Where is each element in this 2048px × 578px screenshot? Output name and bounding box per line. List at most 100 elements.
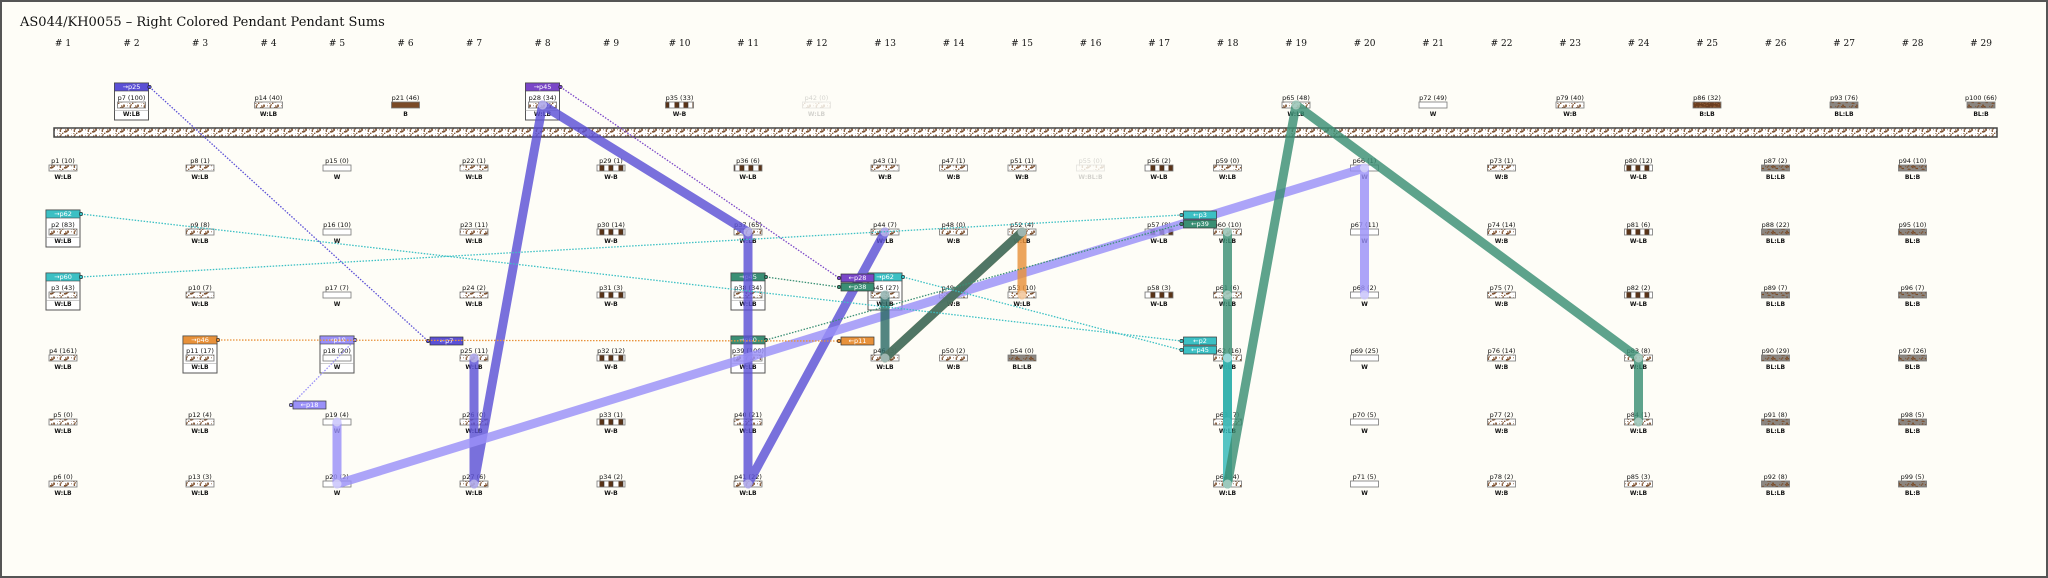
pendant-p80[interactable]: p80 (12) W-LB	[1624, 157, 1653, 181]
pendant-p98[interactable]: p98 (5) BL:B	[1898, 411, 1927, 435]
pendant-label: p9 (8)	[190, 221, 210, 229]
pendant-p2[interactable]: →p62 p2 (83) W:LB	[45, 209, 84, 248]
pendant-p35[interactable]: p35 (33) W-B	[665, 94, 694, 118]
pendant-label: p80 (12)	[1625, 157, 1653, 165]
pendant-p86[interactable]: p86 (32) B:LB	[1692, 94, 1722, 118]
pendant-p14[interactable]: p14 (40) W:LB	[254, 94, 283, 118]
pendant-p50[interactable]: p50 (2) W:B	[939, 347, 968, 371]
link-anchor-icon	[836, 338, 841, 343]
pendant-p30[interactable]: p30 (14) W-B	[596, 221, 626, 245]
pendant-p47[interactable]: p47 (1) W:B	[939, 157, 968, 181]
column-header: # 19	[1285, 39, 1307, 49]
pendant-p8[interactable]: p8 (1) W:LB	[185, 157, 215, 181]
pendant-p88[interactable]: p88 (22) BL:LB	[1761, 221, 1790, 245]
pendant-p29[interactable]: p29 (1) W-B	[596, 157, 626, 181]
pendant-p74[interactable]: p74 (14) W:B	[1487, 221, 1516, 245]
pendant-p89[interactable]: p89 (7) BL:LB	[1761, 284, 1790, 308]
pendant-p32[interactable]: p32 (12) W-B	[596, 347, 626, 371]
pendant-p69[interactable]: p69 (25) W	[1350, 347, 1379, 371]
pendant-p73[interactable]: p73 (1) W:B	[1487, 157, 1516, 181]
pendant-p31[interactable]: p31 (3) W-B	[596, 284, 626, 308]
pendant-p79[interactable]: p79 (40) W:B	[1555, 94, 1585, 118]
pendant-p55[interactable]: p55 (0) W:BL:B	[1076, 157, 1105, 181]
pendant-p33[interactable]: p33 (1) W-B	[596, 411, 626, 435]
pendant-p100[interactable]: p100 (66) BL:B	[1965, 94, 1997, 118]
pendant-p72[interactable]: p72 (49) W	[1418, 94, 1448, 118]
pendant-p81[interactable]: p81 (6) W-LB	[1624, 221, 1653, 245]
pendant-color-bar	[1487, 291, 1516, 299]
pendant-p7[interactable]: →p25 p7 (100) W:LB	[114, 82, 152, 121]
pendant-color-bar	[596, 291, 626, 299]
pendant-label: p90 (29)	[1762, 347, 1790, 355]
column-header: # 3	[192, 39, 208, 49]
pendant-p4[interactable]: p4 (161) W:LB	[48, 347, 78, 371]
pendant-p15[interactable]: p15 (0) W	[322, 157, 352, 181]
pendant-p59[interactable]: p59 (0) W:LB	[1213, 157, 1242, 181]
pendant-color-code: W-B	[604, 174, 618, 181]
pendant-p42[interactable]: p42 (0) W:LB	[802, 94, 831, 118]
pendant-p9[interactable]: p9 (8) W:LB	[185, 221, 215, 245]
pendant-p6[interactable]: p6 (0) W:LB	[48, 473, 78, 497]
pendant-p97[interactable]: p97 (26) BL:B	[1898, 347, 1927, 371]
pendant-color-code: W:LB	[465, 238, 483, 245]
pendant-p75[interactable]: p75 (7) W:B	[1487, 284, 1516, 308]
pendant-p77[interactable]: p77 (2) W:B	[1487, 411, 1516, 435]
pendant-p95[interactable]: p95 (10) BL:B	[1898, 221, 1927, 245]
pendant-p96[interactable]: p96 (7) BL:B	[1898, 284, 1927, 308]
pendant-label: p76 (14)	[1488, 347, 1516, 355]
pendant-p93[interactable]: p93 (76) BL:LB	[1829, 94, 1859, 118]
sum-path-node	[743, 479, 753, 489]
pendant-p90[interactable]: p90 (29) BL:LB	[1761, 347, 1790, 371]
pendant-color-code: BL:B	[1905, 301, 1921, 308]
pendant-p54[interactable]: p54 (0) BL:LB	[1007, 347, 1037, 371]
pendant-p17[interactable]: p17 (7) W	[322, 284, 352, 308]
pendant-p56[interactable]: p56 (2) W-LB	[1144, 157, 1174, 181]
pendant-p11[interactable]: →p46 p11 (17) W:LB	[182, 335, 221, 374]
pendant-color-code: W:LB	[54, 238, 72, 245]
pendant-p3[interactable]: →p60 p3 (43) W:LB	[45, 272, 84, 311]
pendant-p16[interactable]: p16 (10) W	[322, 221, 352, 245]
pendant-color-bar	[185, 291, 215, 299]
pendant-p13[interactable]: p13 (3) W:LB	[185, 473, 215, 497]
outgoing-link-label: →p46	[191, 336, 209, 344]
pendant-p91[interactable]: p91 (8) BL:LB	[1761, 411, 1790, 435]
pendant-p82[interactable]: p82 (2) W-LB	[1624, 284, 1653, 308]
pendant-p36[interactable]: p36 (6) W-LB	[733, 157, 763, 181]
pendant-p71[interactable]: p71 (5) W	[1350, 473, 1379, 497]
pendant-p70[interactable]: p70 (5) W	[1350, 411, 1379, 435]
pendant-p43[interactable]: p43 (1) W:B	[870, 157, 900, 181]
pendant-p92[interactable]: p92 (8) BL:LB	[1761, 473, 1790, 497]
pendant-p21[interactable]: p21 (46) B	[391, 94, 420, 118]
pendant-p99[interactable]: p99 (5) BL:B	[1898, 473, 1927, 497]
pendant-p94[interactable]: p94 (10) BL:B	[1898, 157, 1927, 181]
pendant-p85[interactable]: p85 (3) W:LB	[1624, 473, 1653, 497]
pendant-p22[interactable]: p22 (1) W:LB	[459, 157, 489, 181]
pendant-p48[interactable]: p48 (0) W:B	[939, 221, 968, 245]
pendant-label: p36 (6)	[736, 157, 760, 165]
pendant-p51[interactable]: p51 (1) W:B	[1007, 157, 1037, 181]
column-header: # 12	[806, 39, 828, 49]
pendant-p78[interactable]: p78 (2) W:B	[1487, 473, 1516, 497]
pendant-label: p25 (11)	[460, 347, 488, 355]
pendant-label: p71 (5)	[1353, 473, 1377, 481]
sum-path-node	[1017, 227, 1027, 237]
pendant-p12[interactable]: p12 (4) W:LB	[185, 411, 215, 435]
pendant-label: p73 (1)	[1490, 157, 1514, 165]
pendant-p58[interactable]: p58 (3) W-LB	[1144, 284, 1174, 308]
pendant-p34[interactable]: p34 (2) W-B	[596, 473, 626, 497]
column-header: # 28	[1902, 39, 1924, 49]
pendant-p23[interactable]: p23 (11) W:LB	[459, 221, 489, 245]
pendant-color-code: W:B	[1495, 238, 1509, 245]
pendant-p24[interactable]: p24 (2) W:LB	[459, 284, 489, 308]
pendant-color-bar	[1007, 354, 1037, 362]
pendant-p10[interactable]: p10 (7) W:LB	[185, 284, 215, 308]
pendant-p18[interactable]: →p19 p18 (20) W	[319, 335, 357, 374]
pendant-p76[interactable]: p76 (14) W:B	[1487, 347, 1516, 371]
column-header: # 14	[943, 39, 965, 49]
column-header: # 5	[329, 39, 345, 49]
pendant-p5[interactable]: p5 (0) W:LB	[48, 411, 78, 435]
pendant-color-bar	[665, 101, 694, 109]
pendant-p87[interactable]: p87 (2) BL:LB	[1761, 157, 1790, 181]
pendant-label: p78 (2)	[1490, 473, 1514, 481]
pendant-p1[interactable]: p1 (10) W:LB	[48, 157, 78, 181]
